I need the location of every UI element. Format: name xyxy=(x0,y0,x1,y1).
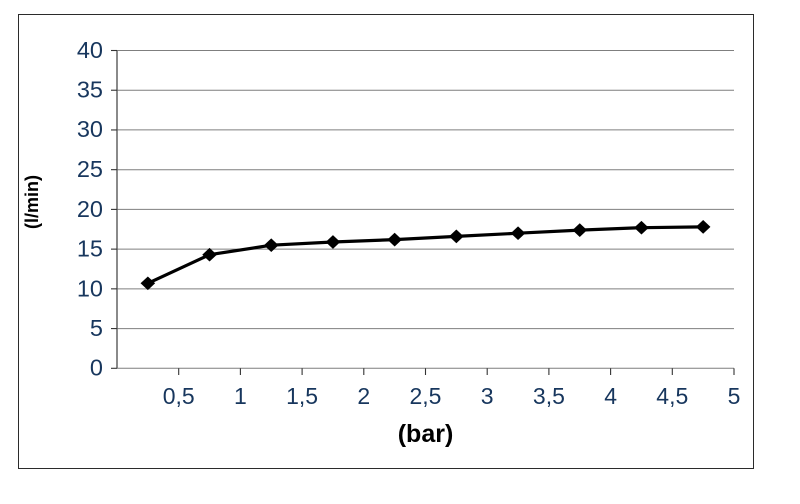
svg-text:4: 4 xyxy=(604,383,617,409)
svg-text:(l/min): (l/min) xyxy=(22,175,42,229)
svg-text:0,5: 0,5 xyxy=(163,383,195,409)
svg-text:35: 35 xyxy=(77,77,103,103)
svg-text:3,5: 3,5 xyxy=(533,383,565,409)
svg-text:15: 15 xyxy=(77,236,103,262)
svg-text:40: 40 xyxy=(77,37,103,63)
svg-text:1,5: 1,5 xyxy=(286,383,318,409)
svg-text:2,5: 2,5 xyxy=(410,383,442,409)
svg-text:10: 10 xyxy=(77,276,103,302)
svg-text:5: 5 xyxy=(728,383,741,409)
svg-text:4,5: 4,5 xyxy=(656,383,688,409)
svg-text:20: 20 xyxy=(77,196,103,222)
svg-text:30: 30 xyxy=(77,116,103,142)
svg-text:25: 25 xyxy=(77,156,103,182)
svg-text:2: 2 xyxy=(357,383,370,409)
svg-text:3: 3 xyxy=(481,383,494,409)
svg-text:0: 0 xyxy=(90,355,103,381)
svg-text:(bar): (bar) xyxy=(398,420,454,448)
svg-text:5: 5 xyxy=(90,315,103,341)
svg-text:1: 1 xyxy=(234,383,247,409)
